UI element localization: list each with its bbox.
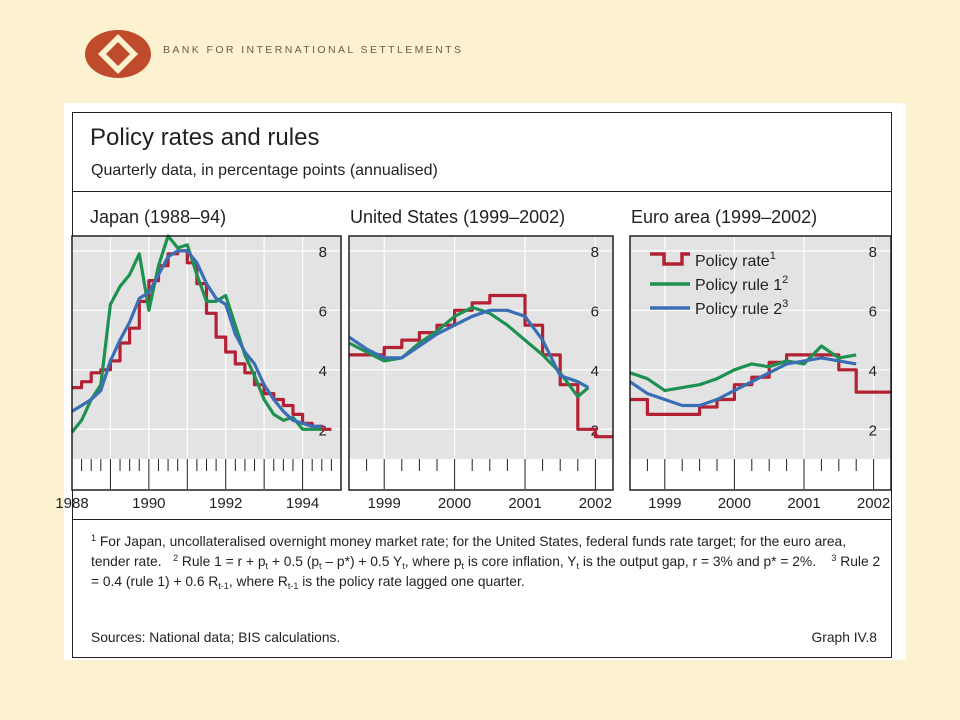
y-tick-label: 4 <box>869 363 877 380</box>
x-tick-label: 1990 <box>132 495 165 512</box>
x-tick-label: 2001 <box>508 495 541 512</box>
y-tick-label: 6 <box>591 303 599 320</box>
fn2-sub: t <box>402 561 405 571</box>
legend-label-sup: 1 <box>770 250 776 262</box>
x-tick-label: 1994 <box>286 495 319 512</box>
legend-label-sup: 3 <box>782 298 788 310</box>
header-band <box>0 0 960 97</box>
graph-id: Graph IV.8 <box>811 630 877 645</box>
bis-logo <box>85 30 151 78</box>
series-line-policy-rule-2 <box>629 356 857 408</box>
fn3-text: , where R <box>228 574 288 589</box>
fn2-text: + 0.5 (p <box>268 554 320 569</box>
y-tick-label: 2 <box>869 422 877 439</box>
x-tick-label: 1999 <box>368 495 401 512</box>
legend-label-sup: 2 <box>782 274 788 286</box>
x-tick-label: 2002 <box>857 495 890 512</box>
figure-title: Policy rates and rules <box>90 124 320 151</box>
y-tick-label: 6 <box>869 303 877 320</box>
fn1-text: For Japan, uncollateralised overnight mo… <box>91 534 847 569</box>
fn3-marker: 3 <box>831 553 837 563</box>
title-divider <box>72 191 892 192</box>
x-tick-label: 2000 <box>718 495 751 512</box>
chart-panel-2: 2 4 6 8 1999 2000 2001 2002 <box>629 235 892 512</box>
fn2-text: , where p <box>404 554 462 569</box>
fn2-sub: t <box>461 561 465 571</box>
y-tick-label: 8 <box>319 244 327 261</box>
fn2-sub: t <box>319 561 322 571</box>
y-tick-label: 8 <box>591 244 599 261</box>
x-tick-label: 1999 <box>648 495 681 512</box>
fn2-text: Rule 1 = r + p <box>178 554 266 569</box>
tick-strip <box>349 459 613 490</box>
fn2-sub: t <box>265 561 269 571</box>
fn2-text: – p*) + 0.5 Y <box>321 554 403 569</box>
tick-strip <box>630 459 891 490</box>
org-name: BANK FOR INTERNATIONAL SETTLEMENTS <box>163 44 464 56</box>
chart-title-euro: Euro area (1999–2002) <box>631 207 818 227</box>
chart-title-japan: Japan (1988–94) <box>90 207 227 227</box>
y-tick-label: 4 <box>591 363 599 380</box>
legend: Policy rate1 Policy rule 12 Policy rule 23 <box>650 250 788 318</box>
legend-label: Policy rule 12 <box>695 274 788 294</box>
footnotes: 1 For Japan, uncollateralised overnight … <box>91 532 881 592</box>
y-tick-label: 4 <box>319 363 327 380</box>
footnote-divider <box>72 519 892 520</box>
fn2-marker: 2 <box>173 553 179 563</box>
fn2-text: is the output gap, r = 3% and p* = 2%. <box>579 554 817 569</box>
fn2-sub: t <box>576 561 580 571</box>
series-line-policy-rule-2 <box>71 249 322 428</box>
series-line-policy-rule-2 <box>348 308 590 389</box>
x-tick-label: 1988 <box>55 495 88 512</box>
chart-border <box>629 235 892 491</box>
series-line-policy-rule-1 <box>629 344 857 393</box>
x-tick-label: 2002 <box>579 495 612 512</box>
legend-label: Policy rule 23 <box>695 298 788 318</box>
fn3-text: is the policy rate lagged one quarter. <box>298 574 525 589</box>
legend-swatch-policy-rate <box>650 252 690 266</box>
series-line-policy-rule-1 <box>70 234 322 434</box>
chart-border <box>71 235 342 491</box>
chart-title-us: United States (1999–2002) <box>350 207 566 227</box>
x-tick-label: 2000 <box>438 495 471 512</box>
fn3-text: Rule 2 = 0.4 (rule 1) + 0.6 R <box>91 554 881 589</box>
chart-border <box>348 235 614 491</box>
series-line-policy-rate <box>630 353 891 416</box>
legend-label: Policy rate1 <box>695 250 776 270</box>
plot-area <box>630 236 891 459</box>
x-tick-label: 2001 <box>787 495 820 512</box>
sources-note: Sources: National data; BIS calculations… <box>91 630 341 645</box>
x-tick-label: 1992 <box>209 495 242 512</box>
fn3-sub: t-1 <box>218 581 229 591</box>
y-tick-label: 8 <box>869 244 877 261</box>
fn2-text: is core inflation, Y <box>464 554 577 569</box>
y-tick-label: 6 <box>319 303 327 320</box>
fn3-sub: t-1 <box>287 581 299 591</box>
figure-subtitle: Quarterly data, in percentage points (an… <box>91 162 438 179</box>
fn1-marker: 1 <box>91 533 97 543</box>
